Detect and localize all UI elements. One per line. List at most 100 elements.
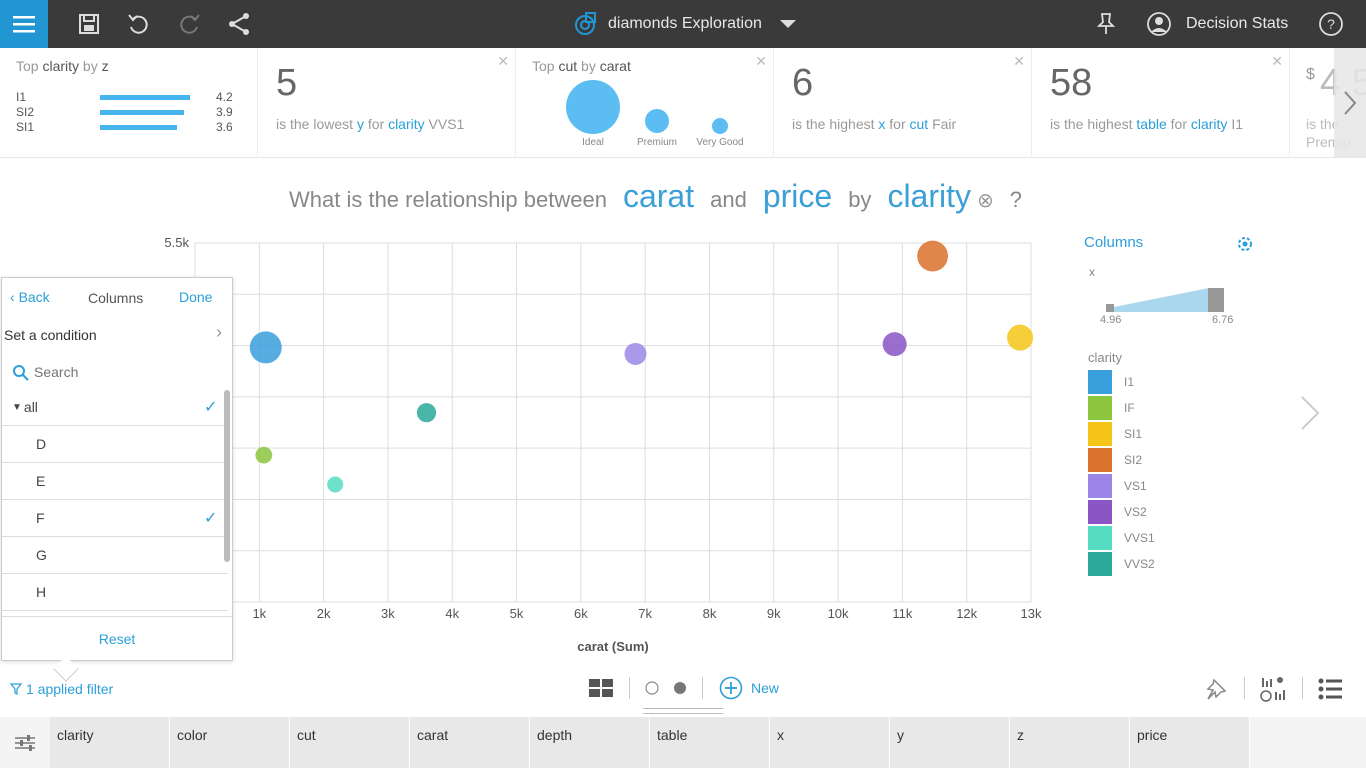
legend-label: SI1 [1124,427,1143,441]
redo-button[interactable] [175,10,203,38]
column-header[interactable]: carat [410,717,530,768]
undo-button[interactable] [125,10,153,38]
close-icon[interactable]: ✕ [1013,53,1025,69]
card-for: for [367,116,385,132]
question-group-field[interactable]: clarity [887,178,971,214]
card-for: for [1170,116,1187,132]
legend-swatch [1088,422,1112,446]
pin-chart-button[interactable] [1203,676,1229,702]
card-for: for [889,116,906,132]
caret-down-icon: ▼ [12,401,22,413]
list-item-label: E [36,473,46,489]
hamburger-menu-button[interactable] [0,0,48,48]
bubble [712,118,728,134]
legend-item[interactable]: VS1 [1088,474,1147,498]
column-header[interactable]: table [650,717,770,768]
set-condition-row[interactable]: Set a condition › [2,318,232,350]
cards-next-button[interactable] [1334,48,1366,158]
insight-card-lowest-y[interactable]: ✕ 5 is the lowest y for clarity VVS1 [258,48,516,158]
share-button[interactable] [225,10,253,38]
page-dot-1[interactable] [643,679,661,697]
card-title: Top clarity by z [16,58,109,74]
card-field: clarity [388,116,425,132]
column-header[interactable]: y [890,717,1010,768]
filter-icon [10,683,22,695]
insight-card-highest-x[interactable]: ✕ 6 is the highest x for cut Fair [774,48,1032,158]
save-button[interactable] [75,10,103,38]
chart-types-button[interactable] [1259,675,1287,703]
close-icon[interactable]: ✕ [1271,53,1283,69]
close-icon[interactable]: ✕ [755,53,767,69]
search-input[interactable] [34,360,214,384]
legend-item[interactable]: IF [1088,396,1135,420]
user-name: Decision Stats [1186,15,1289,32]
insight-card-top-cut[interactable]: ✕ Top cut by carat Ideal Premium Very Go… [516,48,774,158]
column-header[interactable]: price [1130,717,1250,768]
card-title-measure: z [101,58,109,74]
data-point-vvs2 [416,403,437,423]
column-header-label: z [1017,727,1024,743]
close-icon[interactable]: ✕ [497,53,509,69]
reset-label: Reset [98,630,136,647]
new-label: New [751,680,780,696]
list-item[interactable]: E [2,463,228,500]
pin-button[interactable] [1092,10,1120,38]
data-point-vvs1 [327,476,344,493]
user-menu[interactable]: Decision Stats [1146,0,1288,48]
done-button[interactable]: Done [179,289,213,305]
bar-label: SI1 [16,120,35,134]
column-header[interactable]: cut [290,717,410,768]
legend-item[interactable]: VVS1 [1088,526,1155,550]
question-y-field[interactable]: price [762,178,833,214]
legend-item[interactable]: VVS2 [1088,552,1155,576]
list-item[interactable]: F ✓ [2,500,228,537]
column-header[interactable]: depth [530,717,650,768]
card-text: is the highest [1050,116,1133,132]
list-item-all[interactable]: ▼ all ✓ [2,389,228,426]
card-title-prefix: Top [16,58,39,74]
resize-handle[interactable] [643,708,723,714]
size-legend-max: 6.76 [1212,314,1234,326]
page-dot-2[interactable] [671,679,689,697]
bar [100,95,190,100]
remove-group-button[interactable]: ⊗ [977,190,994,212]
back-button[interactable]: ‹ Back [10,289,50,305]
legend-item[interactable]: I1 [1088,370,1134,394]
list-view-button[interactable] [1317,676,1343,702]
legend-item[interactable]: VS2 [1088,500,1147,524]
column-header[interactable]: clarity [50,717,170,768]
help-button[interactable]: ? [1317,10,1345,38]
legend-label: VVS2 [1124,557,1155,571]
x-tick-label: 6k [574,606,588,621]
data-point-vs2 [882,332,907,357]
app-title-dropdown[interactable]: diamonds Exploration [572,0,800,48]
column-header[interactable]: x [770,717,890,768]
column-header[interactable]: color [170,717,290,768]
settings-icon[interactable] [1236,235,1254,253]
column-header-label: color [177,727,208,743]
grid-view-button[interactable] [588,677,614,699]
insight-card-top-clarity[interactable]: Top clarity by z I1 4.2 SI2 3.9 SI1 3.6 [0,48,258,158]
table-settings-button[interactable] [0,717,49,768]
legend-item[interactable]: SI2 [1088,448,1142,472]
column-header[interactable]: z [1010,717,1130,768]
insight-card-highest-table[interactable]: ✕ 58 is the highest table for clarity I1 [1032,48,1290,158]
card-measure: x [878,116,886,132]
chart-next-button[interactable] [1298,395,1322,436]
list-item[interactable]: D [2,426,228,463]
reset-button[interactable]: Reset [2,616,232,660]
question-prefix: What is the relationship between [289,187,607,212]
question-x-field[interactable]: carat [622,178,695,214]
scrollbar[interactable] [224,390,230,562]
card-value: VVS1 [428,116,465,132]
card-value: I1 [1231,116,1244,132]
applied-filter-link[interactable]: 1 applied filter [10,681,113,697]
bar-value: 3.9 [216,105,233,119]
list-item[interactable]: G [2,537,228,574]
legend-title[interactable]: Columns [1084,234,1144,251]
card-big-number: 58 [1050,62,1093,104]
legend-item[interactable]: SI1 [1088,422,1142,446]
new-button[interactable]: New [719,675,779,701]
list-item[interactable]: H [2,574,228,611]
toolbar-divider [1244,677,1245,699]
